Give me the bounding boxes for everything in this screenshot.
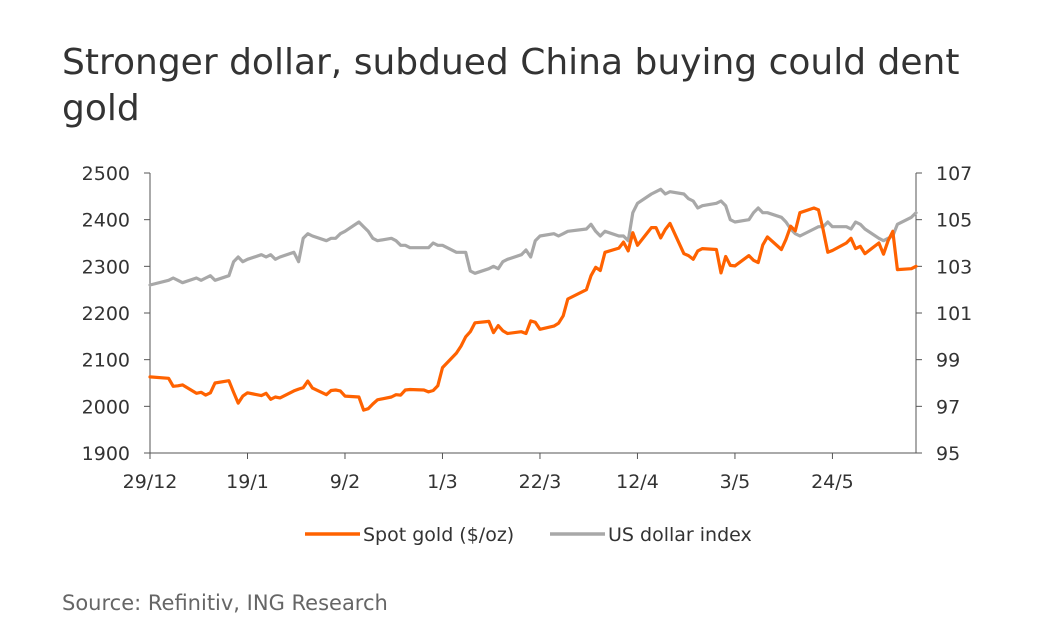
x-tick-label: 24/5 — [811, 471, 854, 493]
left-tick-label: 2400 — [82, 210, 130, 232]
right-tick-label: 105 — [936, 210, 972, 232]
right-tick-label: 103 — [936, 256, 972, 278]
x-tick-label: 12/4 — [616, 471, 659, 493]
right-tick-label: 101 — [936, 303, 972, 325]
right-tick-label: 99 — [936, 350, 960, 372]
x-tick-label: 9/2 — [330, 471, 361, 493]
x-tick-label: 19/1 — [226, 471, 269, 493]
left-tick-label: 2200 — [82, 303, 130, 325]
right-tick-label: 95 — [936, 443, 960, 465]
right-tick-label: 97 — [936, 396, 960, 418]
left-tick-label: 2000 — [82, 396, 130, 418]
legend-item-us-dollar-index: US dollar index — [608, 524, 752, 546]
x-tick-label: 29/12 — [123, 471, 178, 493]
left-tick-label: 1900 — [82, 443, 130, 465]
series-layer — [148, 187, 918, 412]
chart-title: Stronger dollar, subdued China buying co… — [62, 42, 960, 129]
legend: Spot gold ($/oz) US dollar index — [305, 524, 752, 546]
right-tick-label: 107 — [936, 163, 972, 185]
x-tick-label: 1/3 — [427, 471, 458, 493]
left-tick-label: 2100 — [82, 350, 130, 372]
x-axis: 29/12 19/1 9/2 1/3 22/3 12/4 3/5 24/5 — [123, 452, 916, 493]
left-tick-label: 2300 — [82, 256, 130, 278]
series-line-spot-gold — [148, 206, 918, 412]
left-axis: 1900 2000 2100 2200 2300 2400 2500 — [82, 163, 151, 465]
series-line-us-dollar-index — [148, 187, 918, 287]
legend-item-spot-gold: Spot gold ($/oz) — [363, 524, 514, 546]
right-axis: 95 97 99 101 103 105 107 — [915, 163, 972, 465]
left-tick-label: 2500 — [82, 163, 130, 185]
source-note: Source: Refinitiv, ING Research — [62, 591, 388, 615]
x-tick-label: 22/3 — [519, 471, 562, 493]
x-tick-label: 3/5 — [720, 471, 751, 493]
